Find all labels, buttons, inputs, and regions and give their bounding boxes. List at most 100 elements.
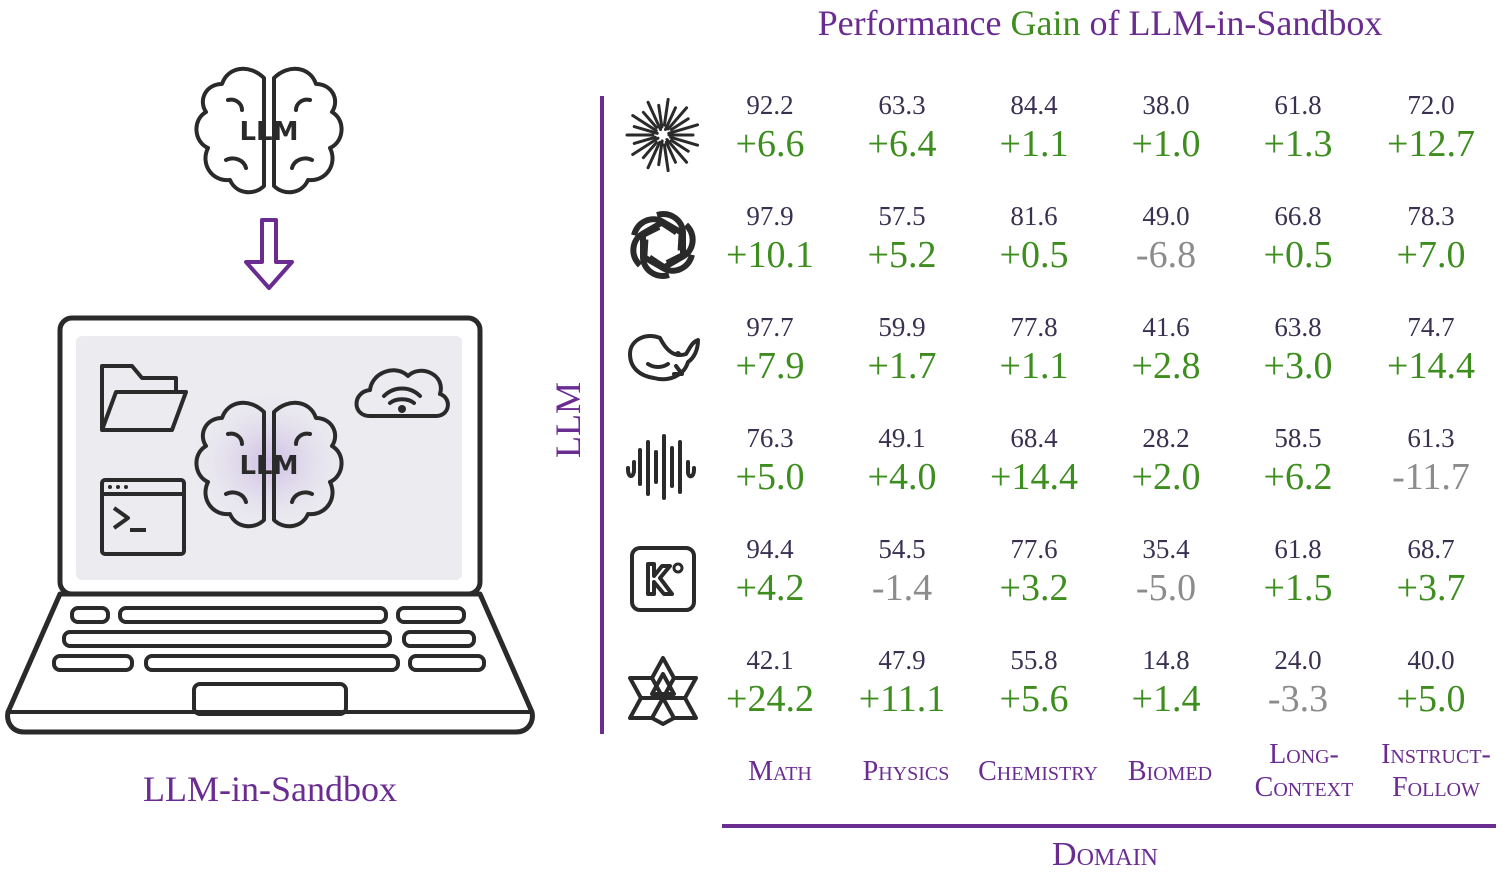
terminal-icon [100, 478, 186, 556]
base-score: 38.0 [1142, 90, 1190, 120]
base-score: 94.4 [746, 534, 794, 564]
gain-value: +3.2 [999, 567, 1069, 609]
gain-value: -3.3 [1267, 678, 1329, 720]
gain-value: +6.6 [735, 123, 805, 165]
base-score: 72.0 [1407, 90, 1455, 120]
row-axis-label-box: LLM [548, 380, 588, 460]
gain-value: +4.2 [735, 567, 805, 609]
score-cell: 77.8 +1.1 [968, 312, 1100, 388]
title-part-2: Gain [1010, 3, 1081, 43]
score-cell: 54.5 -1.4 [836, 534, 968, 610]
base-score: 74.7 [1407, 312, 1455, 342]
cloud-wifi-icon [354, 368, 450, 418]
domain-label: Physics [836, 755, 976, 788]
score-cell: 77.6 +3.2 [968, 534, 1100, 610]
column-axis-label: Domain [1052, 836, 1158, 873]
gain-value: +1.1 [999, 123, 1069, 165]
base-score: 55.8 [1010, 645, 1058, 675]
gain-value: +2.8 [1131, 345, 1201, 387]
gain-value: +6.4 [867, 123, 937, 165]
score-cell: 47.9 +11.1 [836, 645, 968, 721]
gain-value: +3.7 [1396, 567, 1466, 609]
score-cell: 38.0 +1.0 [1100, 90, 1232, 166]
base-score: 77.8 [1010, 312, 1058, 342]
gain-value: +24.2 [726, 678, 814, 720]
score-cell: 42.1 +24.2 [704, 645, 836, 721]
sandbox-illustration: LLM [5, 67, 535, 735]
base-score: 49.1 [878, 423, 926, 453]
score-cell: 94.4 +4.2 [704, 534, 836, 610]
score-cell: 84.4 +1.1 [968, 90, 1100, 166]
base-score: 58.5 [1274, 423, 1322, 453]
base-score: 76.3 [746, 423, 794, 453]
gain-value: +1.7 [867, 345, 937, 387]
gain-value: +1.4 [1131, 678, 1201, 720]
row-axis-label: LLM [548, 382, 588, 458]
starburst-icon [625, 97, 700, 173]
gain-value: +14.4 [990, 456, 1078, 498]
gain-value: +12.7 [1387, 123, 1475, 165]
gain-value: +5.0 [1396, 678, 1466, 720]
gain-value: +5.6 [999, 678, 1069, 720]
base-score: 97.7 [746, 312, 794, 342]
score-cell: 81.6 +0.5 [968, 201, 1100, 277]
gain-value: -1.4 [871, 567, 933, 609]
title-part-1: Performance [817, 3, 1002, 43]
gain-value: +14.4 [1387, 345, 1475, 387]
base-score: 97.9 [746, 201, 794, 231]
gain-value: +6.2 [1263, 456, 1333, 498]
score-cell: 74.7 +14.4 [1365, 312, 1497, 388]
domain-label: Math [710, 755, 850, 788]
column-axis-line [722, 824, 1496, 828]
gain-value: -5.0 [1135, 567, 1197, 609]
score-cell: 59.9 +1.7 [836, 312, 968, 388]
sandbox-caption: LLM-in-Sandbox [143, 769, 397, 809]
domain-label-line1: Long- [1269, 739, 1339, 770]
score-cell: 61.8 +1.3 [1232, 90, 1364, 166]
score-cell: 55.8 +5.6 [968, 645, 1100, 721]
base-score: 78.3 [1407, 201, 1455, 231]
score-cell: 41.6 +2.8 [1100, 312, 1232, 388]
score-cell: 78.3 +7.0 [1365, 201, 1497, 277]
base-score: 61.3 [1407, 423, 1455, 453]
score-cell: 24.0 -3.3 [1232, 645, 1364, 721]
folder-icon [100, 364, 188, 432]
gain-value: +7.9 [735, 345, 805, 387]
gain-value: +1.3 [1263, 123, 1333, 165]
brain-screen-icon [194, 401, 344, 529]
base-score: 57.5 [878, 201, 926, 231]
domain-label: Biomed [1100, 755, 1240, 788]
terminal-dots [108, 485, 128, 489]
row-axis-line [600, 96, 604, 734]
score-cell: 58.5 +6.2 [1232, 423, 1364, 499]
hexagram-icon [628, 656, 698, 726]
score-cell: 40.0 +5.0 [1365, 645, 1497, 721]
base-score: 61.8 [1274, 534, 1322, 564]
base-score: 28.2 [1142, 423, 1190, 453]
gain-value: +7.0 [1396, 234, 1466, 276]
base-score: 66.8 [1274, 201, 1322, 231]
gain-value: +0.5 [1263, 234, 1333, 276]
gain-value: +10.1 [726, 234, 814, 276]
domain-label-line1: Biomed [1127, 756, 1213, 787]
gain-value: +1.5 [1263, 567, 1333, 609]
score-cell: 57.5 +5.2 [836, 201, 968, 277]
waveform-icon [626, 434, 696, 500]
score-cell: 76.3 +5.0 [704, 423, 836, 499]
base-score: 92.2 [746, 90, 794, 120]
down-arrow-icon [244, 218, 294, 290]
domain-label-line2: Context [1254, 772, 1354, 803]
gain-value: +2.0 [1131, 456, 1201, 498]
score-cell: 49.0 -6.8 [1100, 201, 1232, 277]
gain-value: +11.1 [858, 678, 946, 720]
base-score: 63.3 [878, 90, 926, 120]
base-score: 84.4 [1010, 90, 1058, 120]
score-cell: 28.2 +2.0 [1100, 423, 1232, 499]
gain-value: +3.0 [1263, 345, 1333, 387]
score-cell: 49.1 +4.0 [836, 423, 968, 499]
base-score: 35.4 [1142, 534, 1190, 564]
brain-top-label: LLM [239, 117, 298, 147]
k-square-icon [630, 546, 696, 612]
title-part-3: of LLM-in-Sandbox [1089, 3, 1383, 43]
gain-value: +4.0 [867, 456, 937, 498]
